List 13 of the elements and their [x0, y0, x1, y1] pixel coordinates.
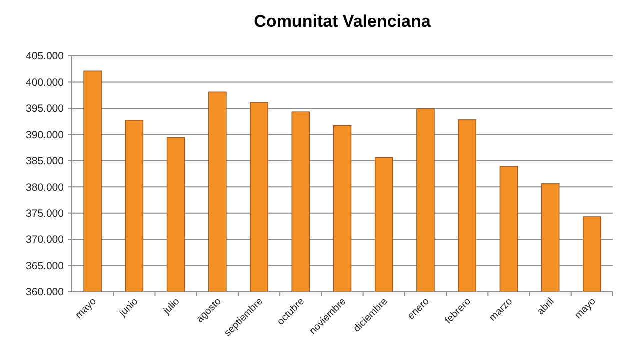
y-tick-label: 375.000 — [26, 208, 64, 220]
x-tick-label: julio — [161, 296, 182, 318]
x-tick-label: abril — [536, 296, 557, 318]
y-tick-label: 385.000 — [26, 156, 64, 168]
y-tick-label: 370.000 — [26, 234, 64, 246]
y-tick-label: 380.000 — [26, 182, 64, 194]
chart-title: Comunitat Valenciana — [254, 12, 432, 31]
y-tick-label: 405.000 — [26, 50, 64, 63]
y-tick-label: 395.000 — [26, 103, 64, 116]
y-tick-label: 360.000 — [26, 286, 64, 299]
y-tick-label: 400.000 — [26, 76, 64, 89]
y-tick-label: 390.000 — [26, 129, 64, 142]
y-tick-label: 365.000 — [26, 260, 64, 272]
